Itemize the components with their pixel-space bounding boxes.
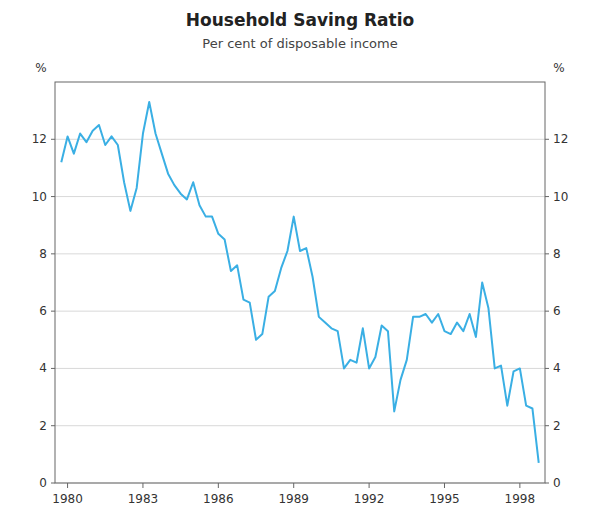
x-axis: 1980 1983 1986 1989 1992 1995 1998 — [52, 483, 535, 506]
line — [61, 102, 538, 463]
x-tick-label: 1992 — [354, 492, 385, 506]
plot-area — [61, 102, 538, 463]
x-tick — [142, 483, 143, 488]
y2-tick — [545, 253, 549, 254]
y2-axis: 0 2 4 6 8 10 12 — [545, 132, 568, 490]
y-tick-label: 6 — [39, 304, 47, 318]
grid-line — [55, 311, 545, 312]
y2-tick — [545, 311, 549, 312]
title: Household Saving Ratio — [186, 10, 414, 30]
y-tick — [51, 311, 55, 312]
y-tick — [51, 253, 55, 254]
y2-tick — [545, 425, 549, 426]
chart: Household Saving Ratio Per cent of dispos… — [0, 0, 600, 523]
grid-line — [55, 139, 545, 140]
y2-axis-label: % — [553, 61, 564, 75]
y-axis: 0 2 4 6 8 10 12 — [32, 132, 55, 490]
y2-tick-label: 10 — [553, 190, 568, 204]
y-tick — [51, 196, 55, 197]
y2-tick-label: 0 — [553, 476, 561, 490]
y2-tick-label: 12 — [553, 132, 568, 146]
grid-line — [55, 253, 545, 254]
y2-tick — [545, 483, 549, 484]
x-tick-label: 1983 — [128, 492, 159, 506]
grid-line — [55, 425, 545, 426]
y-tick-label: 2 — [39, 419, 47, 433]
y2-tick-label: 4 — [553, 361, 561, 375]
x-tick-label: 1995 — [429, 492, 460, 506]
x-tick-label: 1989 — [278, 492, 309, 506]
grid-line — [55, 368, 545, 369]
x-tick-label: 1998 — [505, 492, 536, 506]
x-tick — [519, 483, 520, 488]
y-tick-label: 8 — [39, 247, 47, 261]
x-tick — [293, 483, 294, 488]
x-tick — [67, 483, 68, 488]
x-tick — [218, 483, 219, 488]
y-axis-label: % — [35, 61, 46, 75]
x-tick — [369, 483, 370, 488]
subtitle: Per cent of disposable income — [202, 36, 397, 51]
y-tick — [51, 368, 55, 369]
plot-frame — [55, 82, 545, 483]
x-tick-label: 1986 — [203, 492, 234, 506]
y2-tick — [545, 196, 549, 197]
y2-tick-label: 8 — [553, 247, 561, 261]
y2-tick-label: 2 — [553, 419, 561, 433]
y-tick — [51, 425, 55, 426]
y2-tick — [545, 368, 549, 369]
y-tick-label: 0 — [39, 476, 47, 490]
grid-line — [55, 196, 545, 197]
x-tick — [444, 483, 445, 488]
y-tick-label: 4 — [39, 361, 47, 375]
y-tick-label: 12 — [32, 132, 47, 146]
grid — [55, 139, 545, 483]
y-tick — [51, 483, 55, 484]
y2-tick — [545, 139, 549, 140]
x-tick-label: 1980 — [52, 492, 83, 506]
y2-tick-label: 6 — [553, 304, 561, 318]
y-tick-label: 10 — [32, 190, 47, 204]
y-tick — [51, 139, 55, 140]
